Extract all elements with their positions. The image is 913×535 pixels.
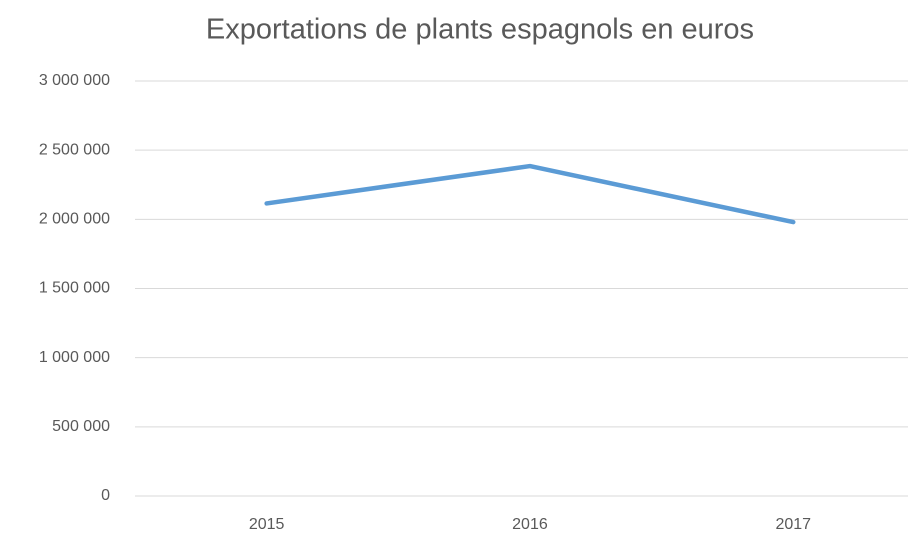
- chart-title: Exportations de plants espagnols en euro…: [206, 14, 754, 46]
- y-tick-label: 3 000 000: [39, 72, 110, 89]
- y-tick-label: 1 000 000: [39, 349, 110, 366]
- y-tick-label: 0: [101, 487, 110, 504]
- x-tick-label: 2016: [512, 516, 548, 533]
- y-tick-label: 1 500 000: [39, 280, 110, 297]
- y-tick-label: 500 000: [52, 418, 110, 435]
- x-tick-label: 2015: [249, 516, 285, 533]
- data-line: [264, 163, 796, 225]
- x-tick-label: 2017: [775, 516, 811, 533]
- y-tick-label: 2 000 000: [39, 211, 110, 228]
- y-tick-label: 2 500 000: [39, 141, 110, 158]
